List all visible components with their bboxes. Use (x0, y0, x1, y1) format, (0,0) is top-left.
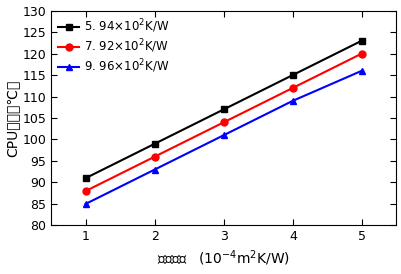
X-axis label: 界面热阻   (10$^{-4}$m$^{2}$K/W): 界面热阻 (10$^{-4}$m$^{2}$K/W) (157, 249, 290, 269)
Y-axis label: CPU温度（℃）: CPU温度（℃） (6, 79, 20, 157)
Legend: 5. 94×10$^{2}$K/W, 7. 92×10$^{2}$K/W, 9. 96×10$^{2}$K/W: 5. 94×10$^{2}$K/W, 7. 92×10$^{2}$K/W, 9.… (55, 14, 172, 79)
